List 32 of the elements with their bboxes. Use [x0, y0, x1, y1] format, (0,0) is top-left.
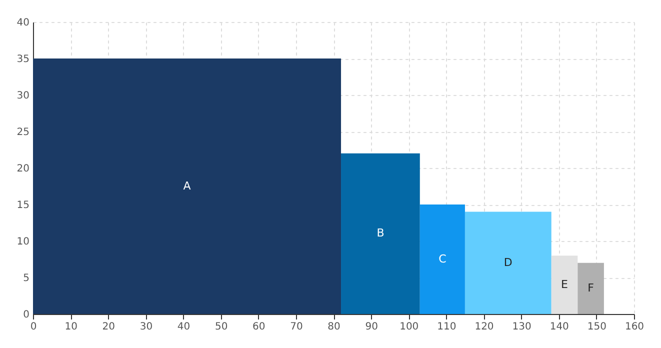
- x-tick-label: 40: [177, 322, 190, 332]
- x-tick-label: 130: [512, 322, 532, 332]
- x-tick-label: 100: [400, 322, 419, 332]
- x-tick-label: 50: [214, 322, 228, 332]
- x-tick-label: 60: [252, 322, 266, 332]
- y-tick-label: 25: [16, 127, 30, 138]
- y-tick-label: 20: [16, 164, 30, 174]
- x-tick-label: 140: [550, 322, 569, 332]
- data-label: F: [588, 281, 594, 294]
- data-label: C: [438, 252, 447, 266]
- x-tick-label: 20: [102, 322, 115, 332]
- y-tick-label: 0: [23, 310, 30, 320]
- y-tick-label: 35: [16, 54, 30, 65]
- x-tick-label: 160: [624, 322, 644, 332]
- data-label: D: [504, 256, 512, 269]
- y-tick-label: 15: [16, 200, 30, 211]
- x-tick-label: 90: [365, 322, 378, 332]
- data-label: E: [561, 278, 568, 291]
- y-tick-label: 10: [16, 236, 30, 248]
- y-tick-label: 40: [16, 18, 30, 28]
- x-tick-label: 110: [437, 322, 456, 332]
- x-tick-label: 10: [64, 322, 78, 332]
- y-tick-label: 30: [16, 90, 30, 102]
- data-label: A: [183, 179, 192, 192]
- x-tick-label: 120: [474, 322, 494, 332]
- x-tick-label: 80: [328, 322, 340, 332]
- x-tick-label: 70: [290, 322, 303, 332]
- y-tick-label: 5: [23, 273, 30, 284]
- data-label: B: [376, 226, 384, 240]
- x-tick-label: 150: [587, 322, 606, 332]
- x-tick-label: 30: [140, 322, 153, 332]
- x-tick-label: 0: [30, 322, 37, 332]
